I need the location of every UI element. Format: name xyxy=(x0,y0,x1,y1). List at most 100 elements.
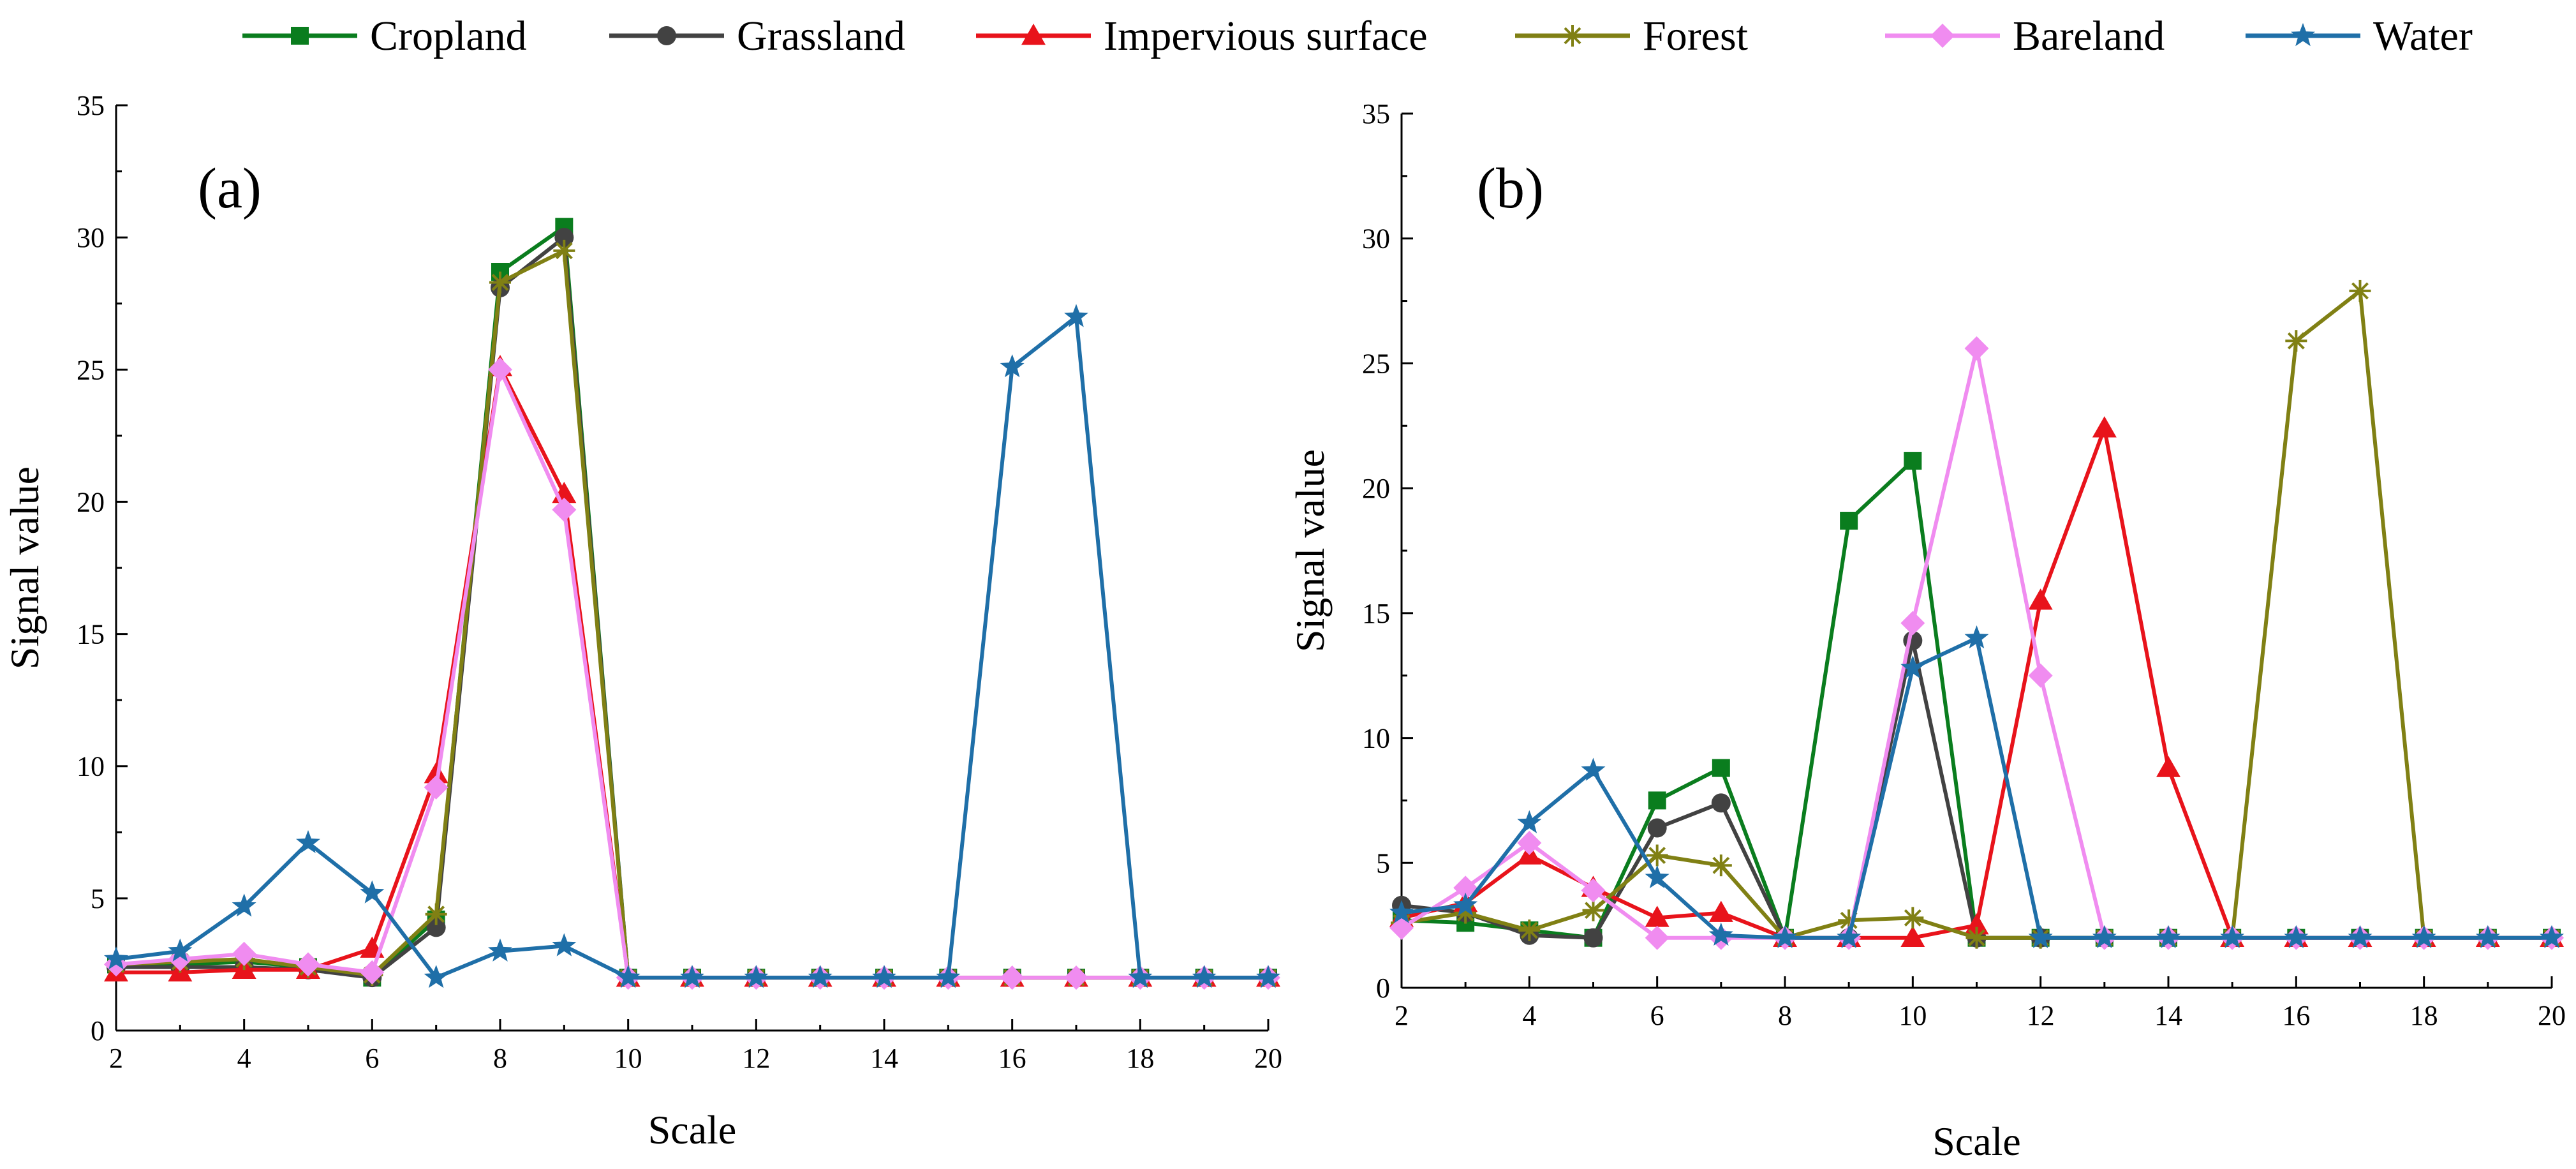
data-point-water xyxy=(680,965,704,988)
legend-marker-square xyxy=(291,27,309,45)
x-tick-label: 20 xyxy=(1254,1043,1282,1074)
data-point-cropland xyxy=(1840,512,1858,530)
series-line-cropland xyxy=(116,225,1268,980)
data-point-bareland xyxy=(1064,965,1088,990)
y-tick-label: 10 xyxy=(77,751,105,782)
panel-label: (b) xyxy=(1477,157,1544,220)
data-point-bareland xyxy=(2028,663,2053,688)
x-tick-label: 16 xyxy=(2282,1000,2310,1031)
data-point-impervious-surface xyxy=(1645,905,1669,927)
series-impervious-surface xyxy=(1389,416,2564,947)
data-point-forest xyxy=(1710,854,1732,877)
data-point-water xyxy=(2540,925,2564,948)
data-point-water xyxy=(1837,925,1862,948)
x-tick-label: 6 xyxy=(365,1043,379,1074)
data-point-grassland xyxy=(1647,818,1667,838)
y-tick-label: 5 xyxy=(1376,847,1390,879)
data-point-water xyxy=(104,946,128,970)
data-point-impervious-surface xyxy=(424,762,448,784)
x-tick-label: 20 xyxy=(2538,1000,2566,1031)
series-impervious-surface xyxy=(104,355,1280,987)
data-point-water xyxy=(744,965,769,988)
x-tick-label: 8 xyxy=(493,1043,507,1074)
x-axis-title: Scale xyxy=(648,1107,737,1152)
y-tick-label: 0 xyxy=(91,1015,105,1046)
y-tick-label: 35 xyxy=(1362,98,1390,130)
legend-label: Grassland xyxy=(737,13,905,59)
data-point-bareland xyxy=(1581,878,1606,903)
x-tick-label: 18 xyxy=(1126,1043,1154,1074)
data-point-water xyxy=(1128,965,1153,988)
series-grassland xyxy=(107,228,1278,988)
series-line-cropland xyxy=(1401,459,2552,940)
y-tick-label: 5 xyxy=(91,883,105,914)
panel-label: (a) xyxy=(198,157,262,220)
series-line-water xyxy=(115,315,1268,980)
data-point-forest xyxy=(1582,899,1604,921)
data-point-water xyxy=(2092,925,2117,948)
data-point-bareland xyxy=(360,960,385,985)
legend-marker-asterisk xyxy=(1562,25,1583,47)
data-point-forest xyxy=(1646,844,1668,867)
data-point-grassland xyxy=(1583,928,1603,948)
legend-item-grassland: Grassland xyxy=(609,13,905,59)
data-point-forest xyxy=(1518,919,1541,941)
x-tick-label: 10 xyxy=(614,1043,642,1074)
data-point-grassland xyxy=(426,918,446,937)
data-point-water xyxy=(1256,965,1280,988)
data-point-water xyxy=(2028,925,2053,948)
x-tick-label: 2 xyxy=(109,1043,123,1074)
data-point-forest xyxy=(425,903,447,925)
series-line-grassland xyxy=(116,235,1268,980)
y-tick-label: 30 xyxy=(77,222,105,253)
data-point-grassland xyxy=(554,228,574,248)
series-water xyxy=(104,304,1280,988)
data-point-water xyxy=(1192,965,1217,988)
y-tick-label: 15 xyxy=(1362,598,1390,629)
data-point-forest xyxy=(2349,279,2371,302)
legend: Cropland Grassland Impervious surface Fores… xyxy=(242,13,2473,59)
series-line-impervious-surface xyxy=(116,365,1268,980)
data-point-water xyxy=(1964,625,1989,649)
series-line-water xyxy=(1401,636,2552,940)
x-tick-label: 16 xyxy=(998,1043,1026,1074)
legend-label: Cropland xyxy=(370,13,527,59)
data-point-water xyxy=(1517,810,1542,833)
data-point-bareland xyxy=(1453,875,1478,900)
data-point-cropland xyxy=(1712,759,1730,777)
x-tick-label: 2 xyxy=(1395,1000,1409,1031)
legend-item-impervious-surface: Impervious surface xyxy=(976,13,1428,59)
series-grassland xyxy=(1392,630,2561,948)
series-forest xyxy=(105,239,1279,989)
data-point-forest xyxy=(2285,330,2307,352)
data-point-water xyxy=(2348,925,2372,948)
data-point-bareland xyxy=(232,941,256,966)
data-point-water xyxy=(616,965,640,988)
legend-item-cropland: Cropland xyxy=(242,13,527,59)
legend-marker-diamond xyxy=(1930,24,1955,48)
series-line-forest xyxy=(1401,288,2552,940)
data-point-water xyxy=(1708,922,1733,946)
data-point-forest xyxy=(1902,907,1924,929)
data-point-impervious-surface xyxy=(1900,925,1925,947)
data-point-bareland xyxy=(552,497,577,522)
x-tick-label: 6 xyxy=(1650,1000,1664,1031)
series-cropland xyxy=(107,218,1277,987)
data-point-cropland xyxy=(1648,791,1666,810)
data-point-water xyxy=(424,965,448,988)
y-tick-label: 0 xyxy=(1376,972,1390,1004)
data-point-water xyxy=(2411,925,2436,948)
y-tick-label: 35 xyxy=(77,90,105,121)
data-point-impervious-surface xyxy=(2028,588,2053,610)
data-point-bareland xyxy=(1645,925,1669,950)
data-point-bareland xyxy=(1900,611,1925,636)
series-forest xyxy=(1391,279,2563,949)
y-tick-label: 15 xyxy=(77,619,105,650)
data-point-grassland xyxy=(1711,793,1731,813)
data-point-water xyxy=(232,893,256,917)
x-tick-label: 8 xyxy=(1778,1000,1792,1031)
series-line-forest xyxy=(115,248,1268,980)
x-tick-label: 18 xyxy=(2410,1000,2438,1031)
data-point-water xyxy=(168,938,193,962)
data-point-water xyxy=(2156,925,2180,948)
